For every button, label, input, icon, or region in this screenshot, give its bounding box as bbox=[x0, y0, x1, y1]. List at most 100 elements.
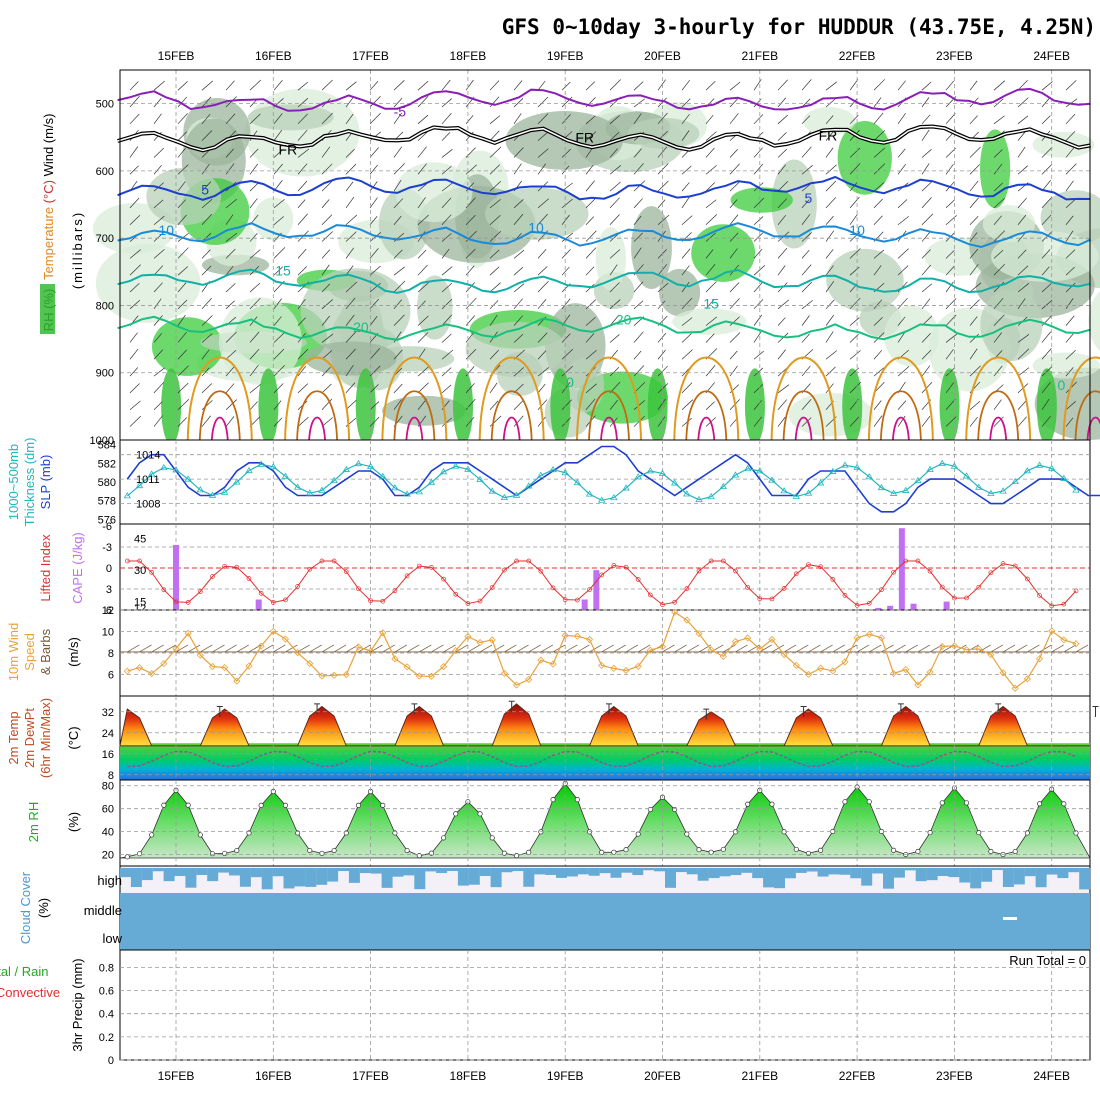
temperature-contour bbox=[867, 356, 934, 441]
wind-marker bbox=[926, 668, 934, 676]
wind-barb bbox=[753, 216, 764, 225]
wind-barb bbox=[705, 165, 717, 175]
wind-barb bbox=[561, 249, 571, 259]
wind-barb bbox=[393, 266, 405, 276]
thickness-line bbox=[126, 462, 1077, 501]
wind-barb bbox=[777, 164, 787, 175]
wind-marker bbox=[464, 632, 472, 641]
wind-barb bbox=[225, 214, 234, 225]
wind-barb bbox=[1017, 115, 1029, 125]
surface-barb bbox=[187, 644, 201, 653]
wind-barb bbox=[681, 399, 694, 410]
rh-marker bbox=[550, 797, 556, 803]
thickness-marker bbox=[622, 484, 630, 491]
rh-marker bbox=[331, 847, 337, 854]
wind-barb bbox=[1065, 163, 1077, 175]
wind-barb bbox=[873, 79, 886, 91]
wind-barb bbox=[249, 331, 260, 343]
wind-barb bbox=[129, 146, 139, 158]
wind-barb bbox=[321, 249, 331, 259]
rh-marker bbox=[161, 802, 167, 808]
wind-barb bbox=[825, 81, 838, 91]
wind-barb bbox=[705, 401, 715, 410]
wind-barb bbox=[993, 314, 1005, 326]
rh-blob bbox=[659, 268, 701, 317]
wind-barb bbox=[417, 249, 427, 259]
high-cloud-bar bbox=[1079, 868, 1091, 890]
contour-label: 5 bbox=[805, 190, 813, 206]
wind-barb bbox=[729, 148, 738, 158]
wind-barb bbox=[729, 298, 740, 310]
wind-barb bbox=[825, 164, 837, 175]
wind-barb bbox=[369, 80, 379, 91]
thickness-marker bbox=[452, 462, 460, 469]
cloud-gap bbox=[1003, 917, 1017, 920]
wind-barb bbox=[993, 281, 1005, 293]
wind-barb bbox=[561, 114, 571, 125]
thickness-marker bbox=[391, 484, 399, 491]
high-cloud-bar bbox=[457, 868, 469, 886]
wind-marker bbox=[342, 671, 350, 679]
wind-barb bbox=[489, 96, 500, 108]
wind-barb bbox=[489, 180, 501, 192]
wind-barb bbox=[441, 266, 453, 276]
wind-barb bbox=[369, 282, 381, 293]
wind-barb bbox=[321, 163, 333, 175]
cape-tick: 15 bbox=[134, 597, 146, 609]
wind-barb bbox=[945, 367, 956, 377]
wind-barb bbox=[609, 282, 620, 293]
wind-barb bbox=[1017, 348, 1030, 360]
wind-barb bbox=[465, 416, 475, 427]
svg-text:Thickness (dm): Thickness (dm) bbox=[22, 438, 37, 527]
wind-barb bbox=[153, 415, 163, 427]
wind-tick: 10 bbox=[102, 627, 114, 639]
temperature-contour bbox=[296, 390, 338, 441]
wind-barb bbox=[1017, 97, 1029, 108]
thickness-marker bbox=[135, 481, 144, 489]
date-tick: 15FEB bbox=[158, 49, 195, 63]
svg-text:Lifted Index: Lifted Index bbox=[38, 534, 53, 602]
wind-barb bbox=[441, 298, 453, 310]
wind-barb bbox=[321, 112, 333, 125]
wind-marker bbox=[1048, 627, 1056, 635]
precip-panel: 0 0.2 0.4 0.6 0.8 Run Total = 0 Total / Rain… bbox=[0, 949, 1091, 1067]
wind-barb bbox=[417, 197, 426, 209]
wind-barb bbox=[681, 98, 691, 108]
wind-barb bbox=[249, 163, 259, 175]
wind-barb bbox=[201, 199, 213, 209]
high-cloud-bar bbox=[316, 868, 328, 885]
wind-barb bbox=[945, 298, 957, 310]
cape-bar bbox=[581, 599, 588, 610]
pressure-tick: 700 bbox=[96, 233, 114, 245]
rh-marker bbox=[939, 800, 945, 806]
wind-marker bbox=[975, 645, 983, 653]
thickness-marker bbox=[975, 483, 983, 490]
wind-barb bbox=[225, 113, 236, 125]
wind-barb bbox=[825, 197, 837, 209]
wind-barb bbox=[225, 366, 235, 377]
wind-barb bbox=[513, 367, 525, 377]
date-tick: 19FEB bbox=[547, 1069, 584, 1083]
wind-barb bbox=[1065, 147, 1075, 158]
thickness-slp-lines bbox=[123, 445, 1100, 513]
wind-barb bbox=[921, 283, 933, 293]
wind-barb bbox=[873, 163, 886, 175]
li-marker bbox=[976, 584, 982, 590]
high-cloud-bar bbox=[981, 868, 993, 882]
li-marker bbox=[161, 587, 167, 593]
wind-barb bbox=[465, 164, 477, 175]
wind-barb bbox=[561, 298, 571, 310]
wind-barb bbox=[225, 198, 238, 209]
bottom-date-axis: 15FEB 16FEB 17FEB 18FEB 19FEB 20FEB 21FEB 22FEB… bbox=[158, 1069, 1070, 1083]
wind-barb bbox=[849, 297, 861, 310]
wind-barb bbox=[969, 282, 982, 293]
temperature-contour bbox=[393, 390, 436, 441]
wind-marker bbox=[221, 663, 229, 672]
rh-marker bbox=[672, 806, 678, 813]
thickness-marker bbox=[293, 483, 302, 490]
thickness-slp-panel: 576 578 580 582 584 1008 1011 1014 1000~500mb T… bbox=[6, 438, 1100, 527]
wind-barb bbox=[585, 216, 595, 225]
wind-barb bbox=[273, 316, 282, 326]
wind-barb bbox=[273, 163, 283, 175]
stability-axis: -6 -3 0 3 6 12 15 30 45 bbox=[102, 521, 146, 617]
